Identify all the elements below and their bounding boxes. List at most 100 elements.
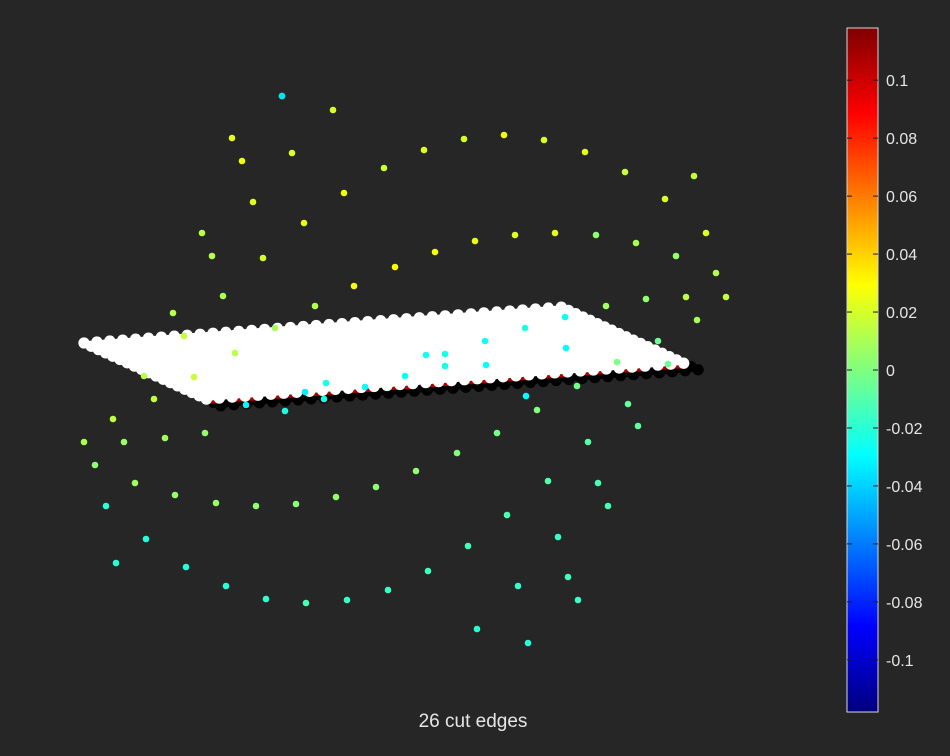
data-point bbox=[102, 502, 110, 510]
data-point bbox=[584, 438, 592, 446]
data-point bbox=[91, 461, 99, 469]
data-point bbox=[212, 499, 220, 507]
data-point bbox=[182, 563, 190, 571]
data-point bbox=[80, 438, 88, 446]
upper-mesh-node bbox=[561, 366, 574, 378]
chart-caption: 26 cut edges bbox=[419, 711, 528, 732]
upper-mesh-node bbox=[368, 380, 380, 393]
data-point bbox=[471, 237, 479, 245]
data-point bbox=[602, 302, 610, 310]
upper-mesh-node bbox=[213, 392, 225, 404]
upper-mesh-node bbox=[587, 364, 600, 376]
data-point bbox=[420, 146, 428, 154]
data-point bbox=[690, 172, 698, 180]
data-point bbox=[693, 316, 701, 324]
data-point bbox=[311, 302, 319, 310]
upper-mesh-node bbox=[329, 383, 342, 396]
data-point bbox=[624, 400, 632, 408]
upper-mesh-node bbox=[497, 371, 509, 383]
data-point bbox=[453, 449, 461, 457]
upper-mesh-node bbox=[420, 376, 432, 389]
data-point bbox=[460, 135, 468, 143]
upper-mesh-node bbox=[536, 368, 548, 380]
data-point bbox=[259, 254, 267, 262]
upper-mesh-node bbox=[265, 388, 277, 400]
upper-mesh-node bbox=[471, 373, 483, 385]
colorbar-tick-label: 0.08 bbox=[886, 131, 917, 148]
data-point bbox=[112, 559, 120, 567]
data-point bbox=[554, 533, 562, 541]
data-point bbox=[604, 502, 612, 510]
colorbar-tick-label: 0.06 bbox=[886, 189, 917, 206]
data-point bbox=[672, 252, 680, 260]
data-point bbox=[500, 131, 508, 139]
data-point bbox=[288, 149, 296, 157]
data-point bbox=[350, 282, 358, 290]
scatter-points-layer bbox=[80, 92, 730, 647]
data-point bbox=[441, 362, 449, 370]
upper-mesh-node bbox=[600, 363, 612, 375]
upper-mesh-node bbox=[523, 369, 535, 381]
data-point bbox=[493, 429, 501, 437]
data-point bbox=[482, 361, 490, 369]
colorbar-tick-label: 0.02 bbox=[886, 305, 917, 322]
upper-mesh-node bbox=[291, 386, 303, 398]
data-point bbox=[581, 148, 589, 156]
data-point bbox=[412, 467, 420, 475]
data-point bbox=[302, 599, 310, 607]
colorbar-tick-label: 0 bbox=[886, 363, 895, 380]
data-point bbox=[372, 483, 380, 491]
data-point bbox=[464, 542, 472, 550]
upper-mesh-node bbox=[239, 390, 251, 402]
data-point bbox=[702, 229, 710, 237]
upper-mesh-node bbox=[445, 375, 458, 387]
data-point bbox=[574, 596, 582, 604]
data-point bbox=[384, 586, 392, 594]
data-point bbox=[422, 351, 430, 359]
data-point bbox=[300, 219, 308, 227]
data-point bbox=[722, 293, 730, 301]
data-point bbox=[642, 295, 650, 303]
data-point bbox=[219, 292, 227, 300]
colorbar: 0.1 0.08 0.06 0.04 0.02 0 -0.02 -0.04 -0.06 -0.08… bbox=[846, 27, 923, 713]
upper-mesh-node bbox=[316, 384, 329, 397]
plot-area bbox=[78, 92, 730, 647]
colorbar-tick-label: -0.02 bbox=[886, 421, 923, 438]
data-point bbox=[242, 401, 250, 409]
data-point bbox=[481, 337, 489, 345]
data-point bbox=[180, 332, 188, 340]
data-point bbox=[391, 263, 399, 271]
data-point bbox=[561, 313, 569, 321]
data-point bbox=[222, 582, 230, 590]
data-point bbox=[343, 596, 351, 604]
data-point bbox=[301, 388, 309, 396]
data-point bbox=[340, 189, 348, 197]
data-point bbox=[564, 573, 572, 581]
upper-mesh-node bbox=[652, 359, 664, 371]
data-point bbox=[320, 395, 328, 403]
data-point bbox=[473, 625, 481, 633]
upper-mesh-node bbox=[574, 365, 587, 377]
upper-mesh-node bbox=[626, 361, 638, 373]
colorbar-tick-label: -0.1 bbox=[886, 653, 914, 670]
data-point bbox=[441, 350, 449, 358]
data-point bbox=[140, 372, 148, 380]
colorbar-ticks: 0.1 0.08 0.06 0.04 0.02 0 -0.02 -0.04 -0.06 -0.08… bbox=[847, 73, 923, 670]
data-point bbox=[654, 337, 662, 345]
data-point bbox=[503, 511, 511, 519]
data-point bbox=[712, 269, 720, 277]
data-point bbox=[271, 324, 279, 332]
data-point bbox=[361, 383, 369, 391]
data-point bbox=[573, 382, 581, 390]
upper-mesh-node bbox=[407, 377, 419, 390]
data-point bbox=[161, 434, 169, 442]
upper-mesh-node bbox=[510, 370, 522, 382]
data-point bbox=[634, 422, 642, 430]
data-point bbox=[262, 595, 270, 603]
data-point bbox=[524, 639, 532, 647]
data-point bbox=[201, 429, 209, 437]
data-point bbox=[551, 229, 559, 237]
data-point bbox=[621, 168, 629, 176]
upper-mesh-node bbox=[200, 393, 213, 405]
